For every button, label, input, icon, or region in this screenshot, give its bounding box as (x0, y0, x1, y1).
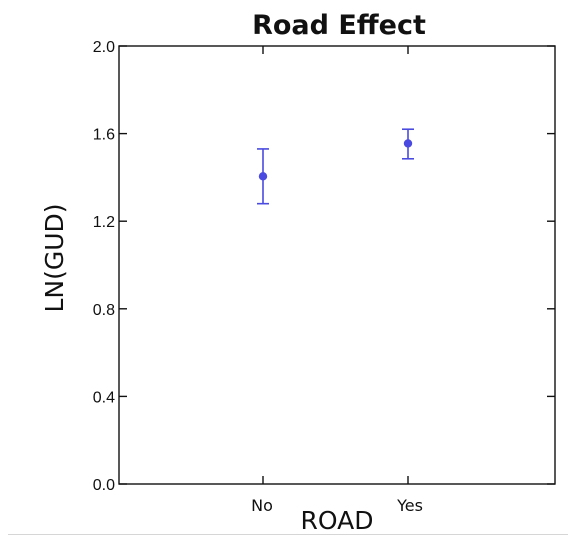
y-tick-label: 0.0 (93, 477, 115, 494)
y-tick-label: 0.4 (93, 389, 115, 406)
data-point (403, 139, 413, 148)
data-marks (257, 128, 414, 205)
y-axis-ticks: 0.0 0.4 0.8 1.2 1.6 2.0 (93, 39, 555, 494)
y-tick-label: 2.0 (93, 39, 115, 56)
x-tick-label: Yes (396, 496, 423, 515)
x-axis-ticks: No Yes (251, 46, 423, 515)
x-tick-label: No (251, 496, 273, 515)
chart-title: Road Effect (252, 10, 426, 41)
y-axis-label: LN(GUD) (40, 203, 69, 312)
y-tick-label: 1.2 (93, 214, 115, 231)
y-tick-label: 1.6 (93, 127, 115, 144)
plot-frame (118, 45, 556, 485)
data-point (258, 172, 268, 181)
y-tick-label: 0.8 (93, 302, 115, 319)
x-axis-label: ROAD (301, 506, 374, 535)
bottom-divider (8, 534, 568, 535)
